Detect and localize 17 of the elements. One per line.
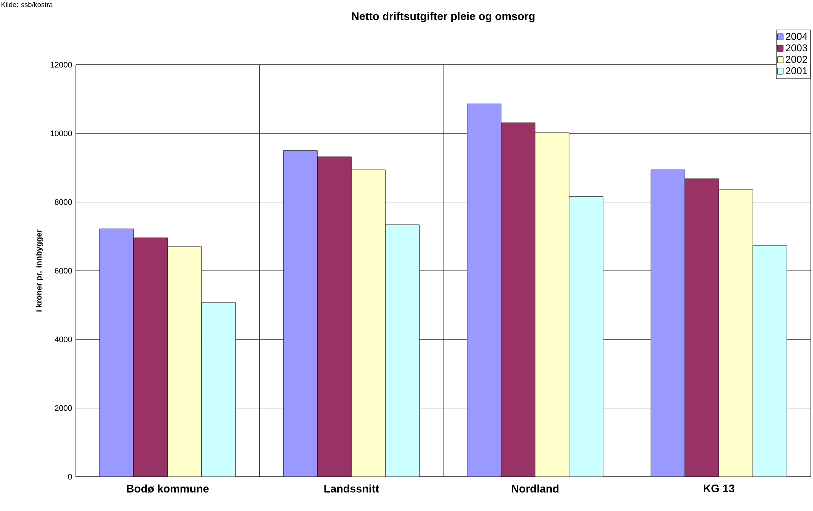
bar	[134, 238, 168, 477]
legend-label: 2003	[786, 44, 808, 52]
bar	[100, 228, 134, 477]
bar	[467, 104, 502, 477]
x-tick-label: Bodø kommune	[127, 484, 209, 493]
bar	[650, 170, 686, 477]
chart-title: Netto driftsutgifter pleie og omsorg	[352, 12, 535, 23]
bar	[317, 156, 352, 477]
bar	[684, 178, 720, 477]
legend-label: 2001	[786, 67, 808, 75]
bar	[501, 122, 536, 477]
bar	[283, 150, 318, 477]
x-tick-label: KG 13	[704, 484, 735, 493]
legend-label: 2004	[786, 33, 808, 40]
legend-label: 2002	[786, 56, 808, 64]
x-tick-label: Nordland	[512, 484, 559, 493]
x-tick-label: Landssnitt	[324, 484, 380, 493]
